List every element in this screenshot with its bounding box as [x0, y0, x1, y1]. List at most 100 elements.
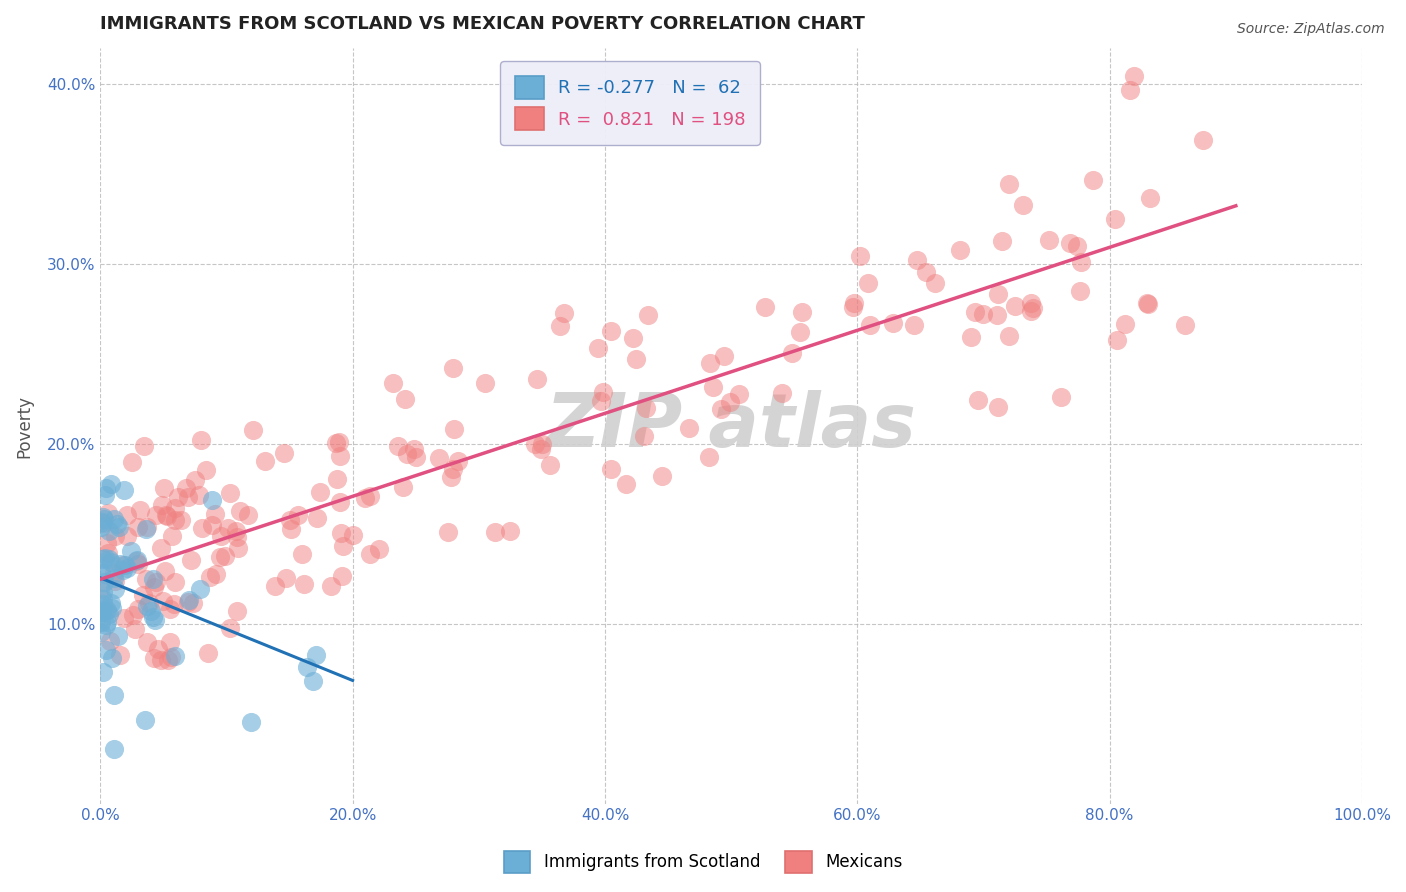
Point [91, 591, 114, 606]
Point [859, 318, 882, 333]
Point [91, 597, 114, 611]
Point [93, 512, 115, 526]
Point [882, 316, 904, 330]
Point [91, 552, 114, 566]
Point [987, 287, 1010, 301]
Point [90, 566, 112, 581]
Point [136, 635, 159, 649]
Point [201, 492, 224, 507]
Point [190, 434, 212, 448]
Point [94, 643, 117, 657]
Point [94, 567, 117, 582]
Point [174, 482, 197, 496]
Point [842, 296, 865, 310]
Point [101, 600, 124, 615]
Point [903, 318, 925, 333]
Point [439, 470, 461, 484]
Point [181, 596, 204, 610]
Point [1069, 285, 1091, 299]
Point [114, 611, 136, 625]
Point [155, 508, 177, 523]
Point [188, 582, 211, 596]
Point [211, 528, 233, 542]
Point [651, 468, 673, 483]
Point [177, 595, 200, 609]
Point [191, 521, 214, 535]
Point [330, 568, 353, 582]
Point [94, 488, 117, 502]
Point [242, 423, 264, 437]
Point [359, 547, 381, 561]
Point [637, 308, 659, 322]
Point [531, 437, 554, 451]
Point [90, 605, 112, 619]
Point [710, 402, 733, 417]
Text: ZIP atlas: ZIP atlas [546, 390, 917, 463]
Point [149, 541, 172, 555]
Point [100, 555, 122, 569]
Point [169, 513, 191, 527]
Point [135, 572, 157, 586]
Point [789, 325, 811, 339]
Point [91, 516, 114, 530]
Point [98, 634, 121, 648]
Point [96, 615, 118, 629]
Point [599, 325, 621, 339]
Point [150, 498, 173, 512]
Point [770, 386, 793, 401]
Point [159, 602, 181, 616]
Point [108, 520, 131, 534]
Point [100, 597, 122, 611]
Point [309, 485, 332, 500]
Point [127, 558, 149, 572]
Point [427, 450, 450, 465]
Point [117, 529, 139, 543]
Point [972, 307, 994, 321]
Point [103, 741, 125, 756]
Point [136, 520, 159, 534]
Point [287, 508, 309, 522]
Point [276, 571, 298, 585]
Point [91, 584, 114, 599]
Point [329, 525, 352, 540]
Point [163, 597, 186, 611]
Point [167, 490, 190, 504]
Point [404, 442, 426, 456]
Point [103, 512, 125, 526]
Point [240, 714, 263, 729]
Point [1022, 301, 1045, 316]
Point [165, 513, 187, 527]
Point [699, 355, 721, 369]
Point [97, 546, 120, 560]
Point [1019, 304, 1042, 318]
Point [499, 524, 522, 538]
Point [104, 574, 127, 589]
Point [159, 635, 181, 649]
Point [526, 372, 548, 386]
Point [127, 520, 149, 534]
Point [1019, 295, 1042, 310]
Point [368, 541, 391, 556]
Point [548, 318, 571, 333]
Point [443, 422, 465, 436]
Point [780, 346, 803, 360]
Point [280, 522, 302, 536]
Point [530, 442, 553, 457]
Point [114, 558, 136, 573]
Point [108, 558, 131, 572]
Point [702, 379, 724, 393]
Point [1118, 83, 1140, 97]
Point [998, 328, 1021, 343]
Point [332, 539, 354, 553]
Point [395, 447, 418, 461]
Point [447, 454, 470, 468]
Point [319, 579, 342, 593]
Point [100, 651, 122, 665]
Point [998, 178, 1021, 192]
Point [98, 607, 121, 621]
Point [226, 530, 249, 544]
Point [967, 393, 990, 408]
Point [121, 607, 143, 622]
Point [325, 472, 347, 486]
Point [1173, 318, 1195, 333]
